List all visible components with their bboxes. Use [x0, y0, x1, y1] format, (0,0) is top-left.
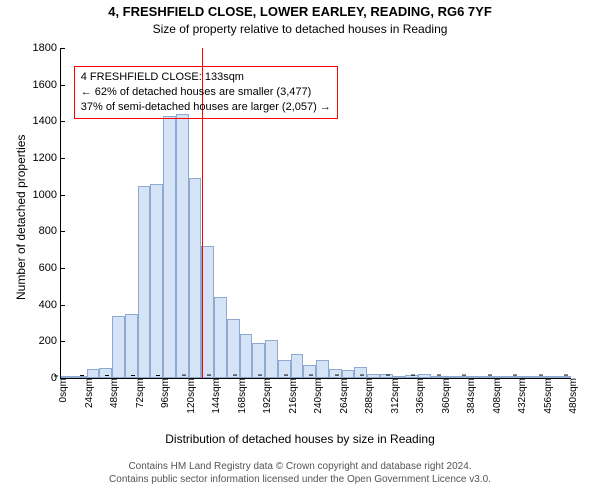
x-tick: 0sqm — [58, 378, 69, 402]
y-axis-label: Number of detached properties — [14, 135, 28, 300]
histogram-bar — [227, 319, 240, 378]
x-tick: 480sqm — [568, 378, 579, 414]
x-tick: 360sqm — [441, 378, 452, 414]
y-tick: 400 — [39, 299, 61, 311]
histogram-bar — [176, 114, 189, 378]
y-tick: 1800 — [33, 42, 61, 54]
histogram-bar — [112, 316, 125, 378]
y-tick: 600 — [39, 262, 61, 274]
x-tick: 24sqm — [84, 378, 95, 408]
histogram-bar — [214, 297, 227, 378]
x-tick: 144sqm — [211, 378, 222, 414]
x-tick: 96sqm — [160, 378, 171, 408]
y-tick: 800 — [39, 225, 61, 237]
y-tick: 1200 — [33, 152, 61, 164]
y-tick: 200 — [39, 335, 61, 347]
histogram-bar — [354, 367, 367, 378]
x-tick: 336sqm — [415, 378, 426, 414]
annotation-box: 4 FRESHFIELD CLOSE: 133sqm← 62% of detac… — [74, 66, 338, 119]
x-tick: 72sqm — [135, 378, 146, 408]
annotation-line: 4 FRESHFIELD CLOSE: 133sqm — [81, 70, 331, 85]
histogram-bar — [303, 365, 316, 378]
x-tick: 384sqm — [466, 378, 477, 414]
x-tick: 432sqm — [517, 378, 528, 414]
y-tick: 1400 — [33, 115, 61, 127]
histogram-bar — [316, 360, 329, 378]
histogram-bar — [99, 368, 112, 378]
histogram-bar — [163, 116, 176, 378]
y-tick: 1000 — [33, 189, 61, 201]
x-tick: 120sqm — [186, 378, 197, 414]
histogram-bar — [252, 343, 265, 378]
x-tick: 192sqm — [262, 378, 273, 414]
x-tick: 456sqm — [543, 378, 554, 414]
footer: Contains HM Land Registry data © Crown c… — [0, 460, 600, 486]
plot-area: 0200400600800100012001400160018000sqm24s… — [60, 48, 571, 379]
x-tick: 312sqm — [390, 378, 401, 414]
histogram-bar — [265, 340, 278, 379]
x-tick: 264sqm — [339, 378, 350, 414]
histogram-bar — [240, 334, 253, 378]
histogram-bar — [342, 370, 355, 378]
x-tick: 168sqm — [237, 378, 248, 414]
footer-line-2: Contains public sector information licen… — [0, 473, 600, 486]
x-tick: 408sqm — [492, 378, 503, 414]
x-axis-label: Distribution of detached houses by size … — [0, 432, 600, 446]
histogram-bar — [87, 369, 100, 378]
annotation-line: ← 62% of detached houses are smaller (3,… — [81, 85, 331, 100]
x-tick: 240sqm — [313, 378, 324, 414]
y-tick: 1600 — [33, 79, 61, 91]
histogram-bar — [138, 186, 151, 379]
histogram-bar — [125, 314, 138, 378]
annotation-line: 37% of semi-detached houses are larger (… — [81, 100, 331, 115]
x-tick: 288sqm — [364, 378, 375, 414]
chart-subtitle: Size of property relative to detached ho… — [0, 22, 600, 36]
x-tick: 216sqm — [288, 378, 299, 414]
x-tick: 48sqm — [109, 378, 120, 408]
chart-title: 4, FRESHFIELD CLOSE, LOWER EARLEY, READI… — [0, 4, 600, 19]
histogram-bar — [291, 354, 304, 378]
chart-container: { "chart": { "type": "histogram", "title… — [0, 0, 600, 500]
footer-line-1: Contains HM Land Registry data © Crown c… — [0, 460, 600, 473]
histogram-bar — [329, 369, 342, 378]
histogram-bar — [189, 178, 202, 378]
histogram-bar — [150, 184, 163, 378]
